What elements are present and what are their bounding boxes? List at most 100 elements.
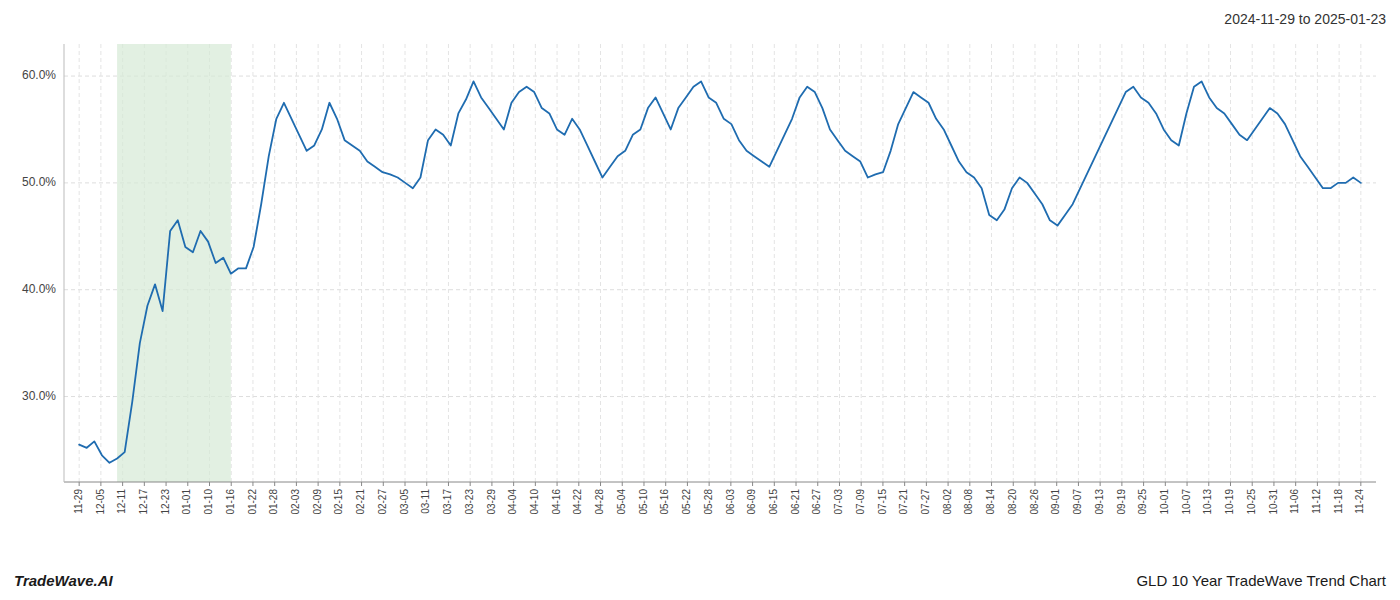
x-tick-label: 06-27 <box>811 489 822 515</box>
x-tick-label: 08-02 <box>942 489 953 515</box>
x-tick <box>1339 482 1340 486</box>
x-tick-label: 05-04 <box>616 489 627 515</box>
x-tick <box>1056 482 1057 486</box>
chart: 30.0%40.0%50.0%60.0%11-2912-0512-1112-17… <box>0 0 1400 600</box>
y-tick-label: 60.0% <box>22 68 56 82</box>
x-tick <box>339 482 340 486</box>
x-tick <box>904 482 905 486</box>
x-tick <box>1273 482 1274 486</box>
x-tick-label: 10-13 <box>1202 489 1213 515</box>
x-tick <box>1295 482 1296 486</box>
x-tick <box>1360 482 1361 486</box>
x-tick <box>1100 482 1101 486</box>
x-grid-line <box>991 44 992 482</box>
x-tick <box>513 482 514 486</box>
x-tick-label: 02-09 <box>312 489 323 515</box>
footer-right: GLD 10 Year TradeWave Trend Chart <box>1136 572 1386 589</box>
x-grid-line <box>1317 44 1318 482</box>
x-grid-line <box>1208 44 1209 482</box>
x-grid-line <box>665 44 666 482</box>
x-tick <box>1078 482 1079 486</box>
x-grid-line <box>448 44 449 482</box>
x-grid-line <box>1295 44 1296 482</box>
x-grid-line <box>535 44 536 482</box>
x-tick-label: 03-05 <box>399 489 410 515</box>
x-tick <box>491 482 492 486</box>
x-tick <box>709 482 710 486</box>
x-tick-label: 08-20 <box>1007 489 1018 515</box>
x-tick <box>1143 482 1144 486</box>
x-grid-line <box>274 44 275 482</box>
x-tick-label: 05-10 <box>638 489 649 515</box>
x-tick <box>839 482 840 486</box>
x-tick <box>1208 482 1209 486</box>
x-tick-label: 06-15 <box>768 489 779 515</box>
x-tick <box>948 482 949 486</box>
x-tick-label: 03-11 <box>420 489 431 514</box>
y-grid-line <box>64 182 1376 183</box>
x-grid-line <box>926 44 927 482</box>
x-tick-label: 08-14 <box>985 489 996 515</box>
x-tick-label: 12-11 <box>116 489 127 514</box>
x-tick-label: 11-18 <box>1333 489 1344 514</box>
x-grid-line <box>1121 44 1122 482</box>
x-tick <box>296 482 297 486</box>
x-grid-line <box>1230 44 1231 482</box>
x-grid-line <box>1034 44 1035 482</box>
x-tick <box>774 482 775 486</box>
x-tick-label: 11-24 <box>1354 489 1365 514</box>
x-tick-label: 10-07 <box>1181 489 1192 515</box>
x-tick <box>730 482 731 486</box>
x-tick-label: 04-16 <box>551 489 562 515</box>
x-tick-label: 11-29 <box>73 489 84 514</box>
x-grid-line <box>730 44 731 482</box>
x-tick <box>991 482 992 486</box>
y-grid-line <box>64 289 1376 290</box>
y-axis-line <box>64 44 65 482</box>
x-grid-line <box>426 44 427 482</box>
x-tick-label: 01-10 <box>203 489 214 515</box>
x-tick-label: 10-31 <box>1268 489 1279 515</box>
x-tick-label: 07-21 <box>898 489 909 515</box>
x-tick <box>752 482 753 486</box>
x-grid-line <box>557 44 558 482</box>
x-tick-label: 08-26 <box>1029 489 1040 515</box>
x-grid-line <box>578 44 579 482</box>
x-grid-line <box>752 44 753 482</box>
x-tick <box>600 482 601 486</box>
x-grid-line <box>1165 44 1166 482</box>
x-tick-label: 09-01 <box>1050 489 1061 515</box>
x-grid-line <box>491 44 492 482</box>
x-grid-line <box>383 44 384 482</box>
x-tick-label: 06-21 <box>790 489 801 515</box>
x-tick-label: 07-27 <box>920 489 931 515</box>
x-tick <box>1187 482 1188 486</box>
x-tick <box>1013 482 1014 486</box>
x-tick-label: 03-17 <box>442 489 453 515</box>
x-tick-label: 09-19 <box>1116 489 1127 515</box>
x-tick <box>79 482 80 486</box>
x-tick-label: 07-15 <box>877 489 888 515</box>
x-grid-line <box>774 44 775 482</box>
x-tick <box>209 482 210 486</box>
x-tick-label: 02-03 <box>290 489 301 515</box>
x-grid-line <box>839 44 840 482</box>
x-grid-line <box>861 44 862 482</box>
x-grid-line <box>405 44 406 482</box>
x-tick-label: 06-03 <box>725 489 736 515</box>
x-tick-label: 09-13 <box>1094 489 1105 515</box>
y-grid-line <box>64 76 1376 77</box>
x-tick-label: 04-10 <box>529 489 540 515</box>
x-tick-label: 04-22 <box>572 489 583 515</box>
x-tick <box>361 482 362 486</box>
x-tick <box>861 482 862 486</box>
x-tick <box>426 482 427 486</box>
x-tick-label: 05-16 <box>659 489 670 515</box>
x-grid-line <box>1143 44 1144 482</box>
footer-left: TradeWave.AI <box>14 572 113 589</box>
x-tick <box>405 482 406 486</box>
x-grid-line <box>687 44 688 482</box>
x-tick <box>882 482 883 486</box>
plot-area <box>79 44 1361 482</box>
x-tick <box>926 482 927 486</box>
